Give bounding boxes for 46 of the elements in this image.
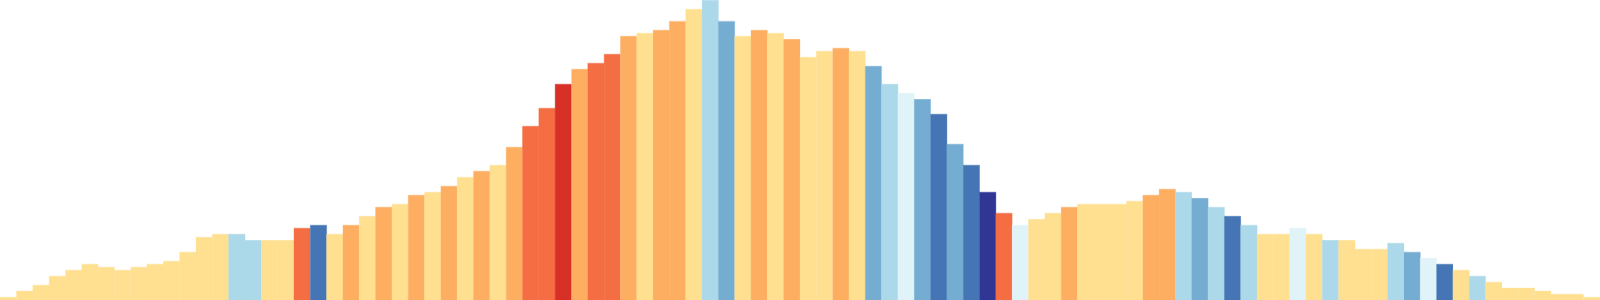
bar xyxy=(685,8,703,300)
bar xyxy=(946,143,964,300)
bar xyxy=(750,29,768,300)
bar xyxy=(1420,257,1437,300)
bar xyxy=(897,92,915,300)
bar xyxy=(930,113,948,300)
bar xyxy=(342,224,360,300)
bar xyxy=(489,164,507,300)
bar xyxy=(1012,224,1029,300)
bar xyxy=(914,98,931,300)
bar xyxy=(457,176,474,300)
bar xyxy=(473,170,491,300)
bar xyxy=(391,203,409,300)
bar xyxy=(832,47,850,300)
bar xyxy=(424,191,442,300)
bar xyxy=(1175,191,1192,300)
bar xyxy=(1240,224,1258,300)
bar xyxy=(636,32,654,300)
bar xyxy=(310,224,327,300)
bar xyxy=(359,215,376,300)
bar xyxy=(1322,239,1339,300)
bar xyxy=(1452,269,1470,300)
bar xyxy=(767,32,784,300)
bar xyxy=(881,83,899,300)
bar xyxy=(979,191,997,300)
bar xyxy=(554,83,572,300)
bar xyxy=(620,35,637,300)
bar xyxy=(1387,242,1405,300)
bar xyxy=(1403,251,1421,300)
bar xyxy=(734,35,752,300)
bar xyxy=(1305,233,1323,300)
bar xyxy=(1224,215,1241,300)
bar xyxy=(1289,227,1307,300)
bar xyxy=(1436,263,1454,300)
bar xyxy=(783,38,801,300)
bar xyxy=(326,233,344,300)
bar xyxy=(408,194,425,300)
bar xyxy=(1207,206,1225,300)
bar xyxy=(963,164,980,300)
bar xyxy=(1061,206,1078,300)
bar xyxy=(701,0,719,300)
bar xyxy=(1469,275,1486,300)
bar xyxy=(375,206,393,300)
bar xyxy=(848,50,866,300)
bar xyxy=(1191,197,1209,300)
bar xyxy=(506,146,523,300)
